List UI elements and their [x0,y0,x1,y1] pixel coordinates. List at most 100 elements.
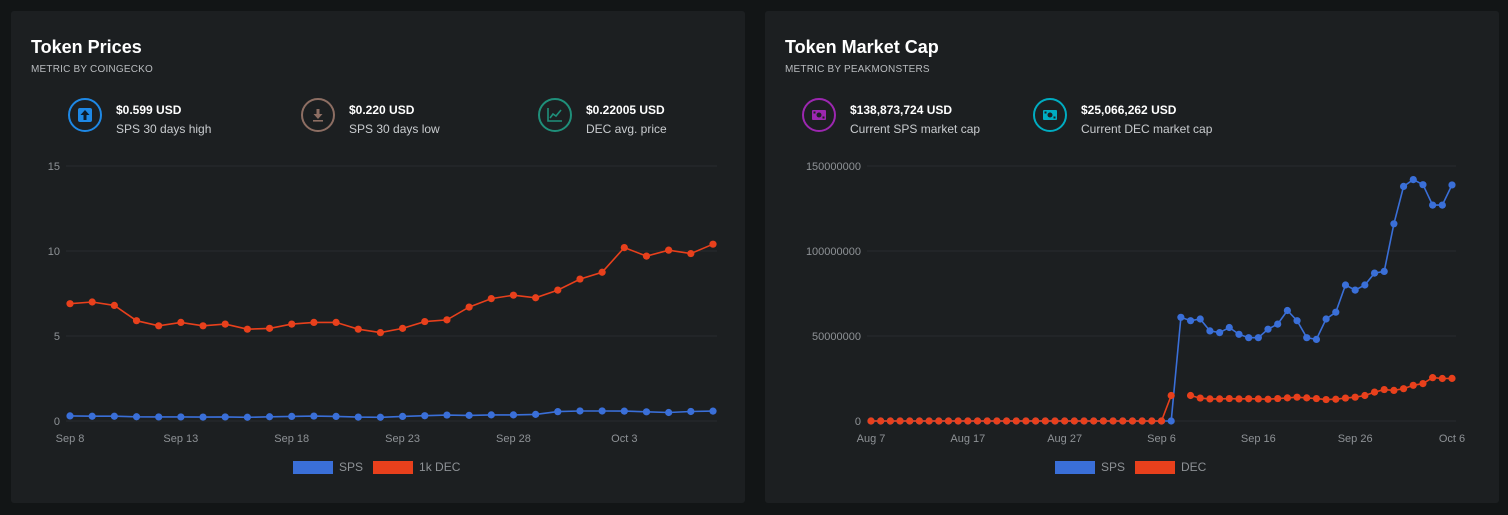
data-point [1322,315,1330,323]
data-point [1361,281,1369,289]
data-point [487,411,495,419]
data-point [1264,325,1272,333]
data-point [398,324,407,332]
data-point [132,413,141,421]
data-point [906,417,914,425]
chart-legend: SPS 1k DEC [293,460,470,474]
data-point [1390,386,1398,394]
data-point [642,252,651,260]
x-tick-label: Oct 6 [1439,433,1465,445]
data-point [1448,374,1456,382]
data-point [1235,330,1243,338]
legend-label: SPS [1101,460,1126,474]
y-tick-label: 0 [855,416,861,428]
data-point [576,407,584,415]
x-tick-label: Aug 7 [857,433,886,445]
stat-label: SPS 30 days low [349,122,440,136]
data-point [620,244,628,252]
x-tick-label: Sep 28 [496,433,531,445]
stat-value: $0.599 USD [116,103,182,117]
data-point [532,410,540,418]
data-point [1380,385,1388,394]
data-point [1438,374,1446,383]
data-point [332,412,340,421]
data-point [1380,267,1388,275]
data-point [487,295,495,303]
x-tick-label: Sep 6 [1147,433,1176,445]
data-point [1061,417,1069,425]
legend-item-dec[interactable]: DEC [1135,460,1206,474]
data-point [155,413,163,421]
data-point [155,322,163,330]
data-point [1119,417,1127,425]
data-point [288,412,296,421]
data-point [1419,380,1427,388]
data-point [1196,394,1204,402]
data-point [1157,417,1166,425]
stat-value: $0.22005 USD [586,103,665,117]
y-tick-label: 100000000 [806,246,861,258]
line-chart-icon [538,98,572,132]
y-tick-label: 10 [48,246,60,258]
data-point [532,294,540,302]
data-point [1128,417,1137,425]
data-point [1341,281,1350,289]
data-point [1293,393,1301,401]
legend-swatch [373,460,414,474]
arrow-down-icon [301,98,335,132]
data-point [1022,417,1030,425]
data-point [1322,395,1330,404]
data-point [1274,394,1282,403]
data-point [310,318,318,326]
data-point [598,268,606,276]
data-point [1370,388,1379,396]
data-point [1370,269,1379,277]
data-point [1312,394,1321,403]
data-point [221,413,229,421]
legend-item-dec[interactable]: 1k DEC [373,460,460,474]
data-point [1254,395,1262,403]
data-point [1419,181,1427,189]
legend-swatch [293,460,333,474]
data-point [576,275,584,283]
data-point [1041,417,1049,425]
stat-label: SPS 30 days high [116,122,212,136]
data-point [709,240,717,248]
x-tick-label: Sep 18 [274,433,309,445]
data-point [687,407,695,416]
data-point [1264,395,1272,403]
data-point [877,417,885,425]
data-point [954,417,962,425]
data-point [1303,334,1311,342]
data-point [1429,374,1437,382]
data-point [354,413,362,421]
data-point [509,291,518,299]
data-point [177,413,185,421]
legend-label: SPS [339,460,364,474]
data-point [310,412,318,420]
legend-item-sps[interactable]: SPS [293,460,363,474]
data-point [1341,394,1350,402]
legend-label: DEC [1181,460,1207,474]
stat-label: Current DEC market cap [1081,122,1213,136]
data-point [1351,286,1359,294]
data-point [1332,395,1340,403]
data-point [199,413,207,421]
data-point [354,325,362,333]
stat-value: $138,873,724 USD [850,103,953,117]
data-point [1429,201,1437,209]
data-point [1438,201,1446,209]
series-line [69,243,714,334]
data-point [132,317,141,325]
data-point [1099,417,1107,425]
y-tick-label: 0 [54,416,60,428]
legend-item-sps[interactable]: SPS [1055,460,1125,474]
x-tick-label: Sep 13 [163,433,198,445]
token-prices-card: Token Prices METRIC BY COINGECKO $0.599 … [11,11,745,503]
x-tick-label: Aug 27 [1047,433,1082,445]
data-point [598,407,606,415]
data-point [398,412,407,421]
data-point [376,329,385,337]
data-point [110,301,118,309]
data-point [421,317,429,326]
